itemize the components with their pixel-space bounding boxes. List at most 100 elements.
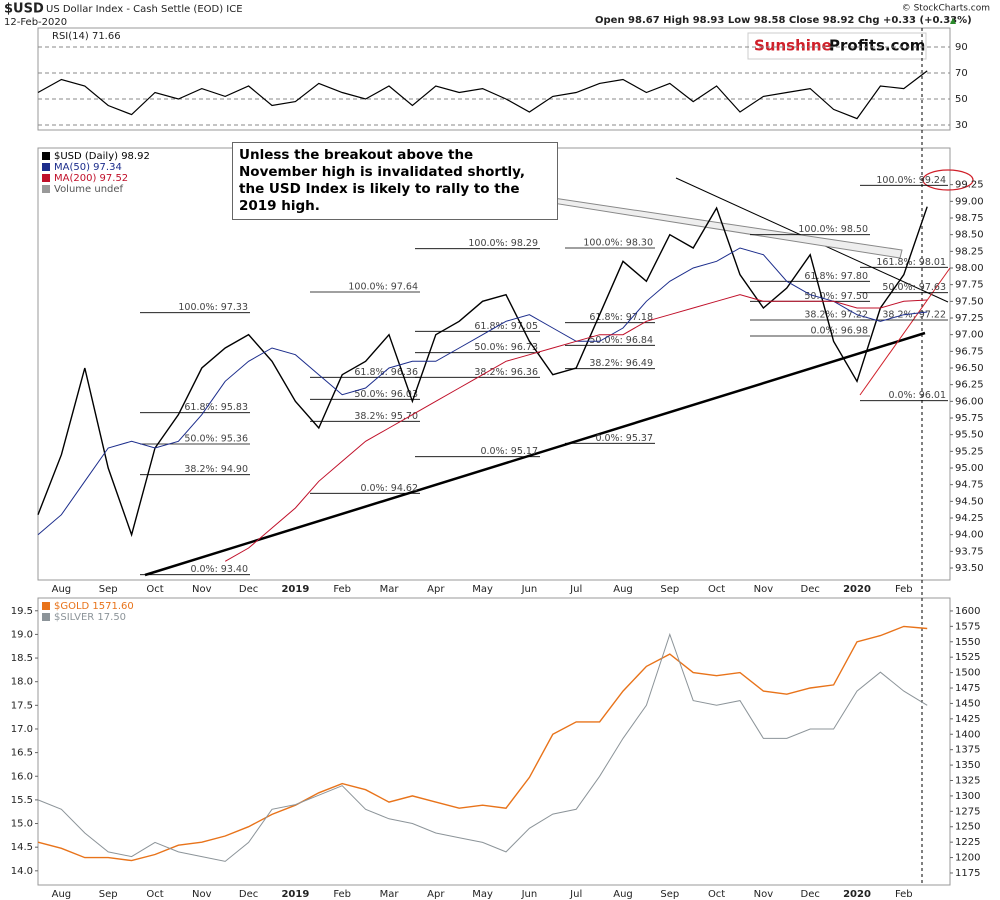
fib-label: 100.0%: 98.30 bbox=[583, 238, 653, 249]
fib-label: 161.8%: 98.01 bbox=[876, 257, 946, 268]
y-tick-label: 98.75 bbox=[955, 213, 984, 224]
y-tick-label: 97.25 bbox=[955, 313, 984, 324]
quote: Open 98.67 High 98.93 Low 98.58 Close 98… bbox=[595, 15, 972, 26]
fib-label: 61.8%: 97.05 bbox=[474, 321, 538, 332]
fib-label: 38.2%: 95.70 bbox=[354, 411, 418, 422]
x-tick-label: Dec bbox=[801, 889, 820, 900]
y-tick-label: 94.25 bbox=[955, 513, 984, 524]
y-tick-label: 98.00 bbox=[955, 263, 984, 274]
x-tick-label: Nov bbox=[754, 584, 774, 595]
y2-tick-label: 1300 bbox=[955, 791, 980, 802]
fib-label: 61.8%: 97.80 bbox=[804, 271, 868, 282]
y-tick-label: 97.50 bbox=[955, 296, 984, 307]
fib-label: 100.0%: 98.50 bbox=[798, 224, 868, 235]
x-tick-label: Jul bbox=[569, 584, 582, 595]
x-tick-label: Nov bbox=[192, 889, 212, 900]
y-tick-label: 18.0 bbox=[11, 677, 33, 688]
symbol: $USD bbox=[4, 2, 44, 17]
fib-label: 61.8%: 96.36 bbox=[354, 367, 418, 378]
y-tick-label: 96.00 bbox=[955, 396, 984, 407]
y-tick-label: 97.75 bbox=[955, 280, 984, 291]
y-tick-label: 17.0 bbox=[11, 724, 33, 735]
fib-label: 100.0%: 98.29 bbox=[468, 238, 538, 249]
fib-label: 38.2%: 96.36 bbox=[474, 367, 538, 378]
fib-label: 38.2%: 97.22 bbox=[804, 310, 868, 321]
x-tick-label: 2019 bbox=[281, 889, 309, 900]
credit: © StockCharts.com bbox=[902, 4, 990, 14]
panel-title: RSI(14) 71.66 bbox=[52, 31, 121, 42]
y-tick-label: 14.0 bbox=[11, 866, 33, 877]
metals-frame bbox=[37, 597, 951, 886]
fib-label: 61.8%: 95.83 bbox=[184, 402, 248, 413]
y-tick-label: 30 bbox=[955, 120, 968, 131]
x-tick-label: Oct bbox=[708, 889, 725, 900]
series-line bbox=[37, 247, 928, 536]
y2-tick-label: 1225 bbox=[955, 837, 980, 848]
x-tick-label: Feb bbox=[895, 584, 913, 595]
y-tick-label: 16.5 bbox=[11, 748, 33, 759]
y-tick-label: 19.0 bbox=[11, 629, 33, 640]
y-tick-label: 17.5 bbox=[11, 700, 33, 711]
y-tick-label: 94.50 bbox=[955, 496, 984, 507]
callout: Unless the breakout above the November h… bbox=[232, 142, 558, 220]
x-tick-label: May bbox=[472, 584, 493, 595]
x-tick-label: Dec bbox=[239, 889, 258, 900]
y-tick-label: 96.75 bbox=[955, 346, 984, 357]
fib-label: 38.2%: 97.22 bbox=[882, 310, 946, 321]
y-tick-label: 15.0 bbox=[11, 819, 33, 830]
y-tick-label: 96.50 bbox=[955, 363, 984, 374]
logo-second: Profits.com bbox=[829, 37, 925, 55]
y2-tick-label: 1250 bbox=[955, 822, 980, 833]
x-tick-label: Feb bbox=[333, 889, 351, 900]
y2-tick-label: 1525 bbox=[955, 652, 980, 663]
legend-label: MA(50) 97.34 bbox=[54, 162, 122, 173]
x-tick-label: Aug bbox=[613, 889, 633, 900]
x-tick-label: 2019 bbox=[281, 584, 309, 595]
fib-label: 0.0%: 93.40 bbox=[190, 564, 248, 575]
y-tick-label: 93.50 bbox=[955, 563, 984, 574]
x-tick-label: Oct bbox=[708, 584, 725, 595]
legend-swatch bbox=[42, 152, 50, 160]
y-tick-label: 70 bbox=[955, 68, 968, 79]
y-tick-label: 98.50 bbox=[955, 230, 984, 241]
x-tick-label: Dec bbox=[239, 584, 258, 595]
fib-label: 0.0%: 95.37 bbox=[595, 433, 653, 444]
y2-tick-label: 1425 bbox=[955, 714, 980, 725]
y-tick-label: 90 bbox=[955, 42, 968, 53]
y-tick-label: 15.5 bbox=[11, 795, 33, 806]
y2-tick-label: 1325 bbox=[955, 775, 980, 786]
series-line bbox=[224, 294, 928, 562]
x-tick-label: Nov bbox=[754, 889, 774, 900]
y-tick-label: 14.5 bbox=[11, 842, 33, 853]
fib-label: 38.2%: 96.49 bbox=[589, 358, 653, 369]
fib-label: 100.0%: 97.33 bbox=[178, 302, 248, 313]
y2-tick-label: 1450 bbox=[955, 698, 980, 709]
y-tick-label: 97.00 bbox=[955, 330, 984, 341]
legend-swatch bbox=[42, 185, 50, 193]
legend-note: Volume undef bbox=[54, 184, 124, 195]
y2-tick-label: 1175 bbox=[955, 868, 980, 879]
red-trendline bbox=[859, 267, 951, 396]
x-tick-label: Aug bbox=[52, 889, 72, 900]
series-line bbox=[37, 70, 928, 120]
x-tick-label: Dec bbox=[801, 584, 820, 595]
y-tick-label: 94.00 bbox=[955, 530, 984, 541]
fib-label: 0.0%: 96.01 bbox=[888, 390, 946, 401]
y2-tick-label: 1275 bbox=[955, 806, 980, 817]
fib-label: 50.0%: 96.73 bbox=[474, 342, 538, 353]
up-arrow bbox=[950, 18, 956, 24]
y-tick-label: 18.5 bbox=[11, 653, 33, 664]
legend-label: MA(200) 97.52 bbox=[54, 173, 128, 184]
x-tick-label: Feb bbox=[333, 584, 351, 595]
x-tick-label: Jun bbox=[521, 889, 538, 900]
fib-label: 61.8%: 97.18 bbox=[589, 312, 653, 323]
x-tick-label: Apr bbox=[427, 889, 445, 900]
y2-tick-label: 1500 bbox=[955, 668, 980, 679]
y-tick-label: 96.25 bbox=[955, 380, 984, 391]
x-tick-label: Feb bbox=[895, 889, 913, 900]
series-line bbox=[37, 625, 928, 862]
legend-label: $SILVER 17.50 bbox=[54, 612, 126, 623]
legend-swatch bbox=[42, 174, 50, 182]
